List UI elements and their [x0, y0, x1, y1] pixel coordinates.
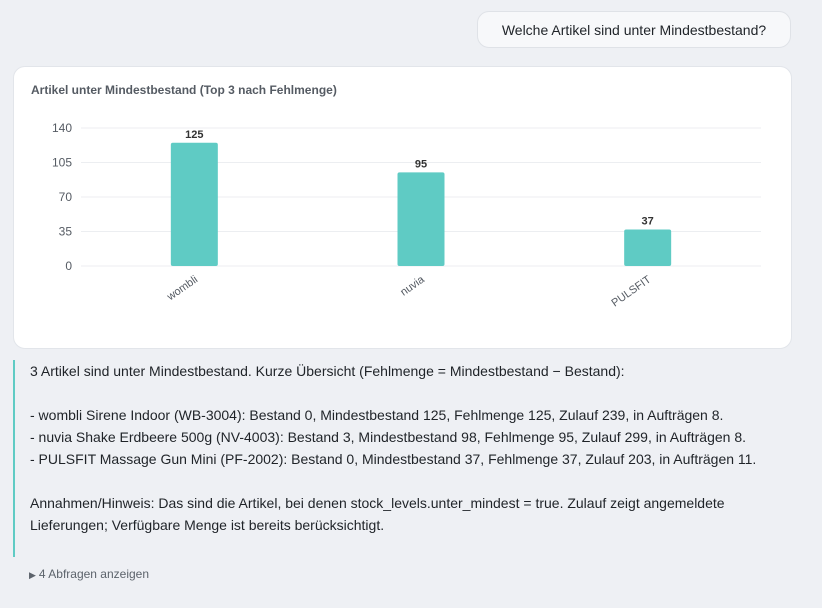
y-tick-label: 70 — [59, 190, 73, 204]
y-tick-label: 140 — [52, 121, 72, 135]
show-queries-toggle[interactable]: ▶ 4 Abfragen anzeigen — [29, 567, 149, 581]
show-queries-label: 4 Abfragen anzeigen — [38, 567, 150, 581]
answer-note: Annahmen/Hinweis: Das sind die Artikel, … — [30, 495, 725, 533]
bar-pulsfit — [624, 229, 672, 266]
answer-item: - PULSFIT Massage Gun Mini (PF-2002): Be… — [30, 451, 757, 467]
x-tick-label: wombli — [164, 274, 200, 304]
answer-item-list: - wombli Sirene Indoor (WB-3004): Bestan… — [30, 404, 793, 470]
y-tick-label: 35 — [59, 225, 73, 239]
answer-item: - wombli Sirene Indoor (WB-3004): Bestan… — [30, 407, 724, 423]
answer-item: - nuvia Shake Erdbeere 500g (NV-4003): B… — [30, 429, 747, 445]
x-tick-label: nuvia — [398, 273, 427, 298]
y-tick-label: 105 — [52, 156, 72, 170]
chart-title: Artikel unter Mindestbestand (Top 3 nach… — [31, 83, 337, 97]
bar-chart: 0 35 70 105 140 125 wombli 95 nuvia 37 PULSFIT — [52, 121, 761, 309]
bar-value-label: 37 — [642, 216, 654, 228]
expand-arrow-icon: ▶ — [29, 570, 36, 580]
x-tick-label: PULSFIT — [609, 273, 653, 309]
bar-nuvia — [397, 172, 445, 266]
chart-card: Artikel unter Mindestbestand (Top 3 nach… — [13, 66, 792, 349]
bar-value-label: 95 — [415, 158, 427, 170]
answer-intro: 3 Artikel sind unter Mindestbestand. Kur… — [30, 363, 625, 379]
assistant-answer: 3 Artikel sind unter Mindestbestand. Kur… — [13, 360, 793, 557]
user-message-bubble: Welche Artikel sind unter Mindestbestand… — [477, 11, 791, 48]
bar-value-label: 125 — [185, 129, 203, 141]
bar-wombli — [170, 142, 218, 266]
user-message-text: Welche Artikel sind unter Mindestbestand… — [501, 21, 767, 38]
y-tick-label: 0 — [65, 259, 72, 273]
